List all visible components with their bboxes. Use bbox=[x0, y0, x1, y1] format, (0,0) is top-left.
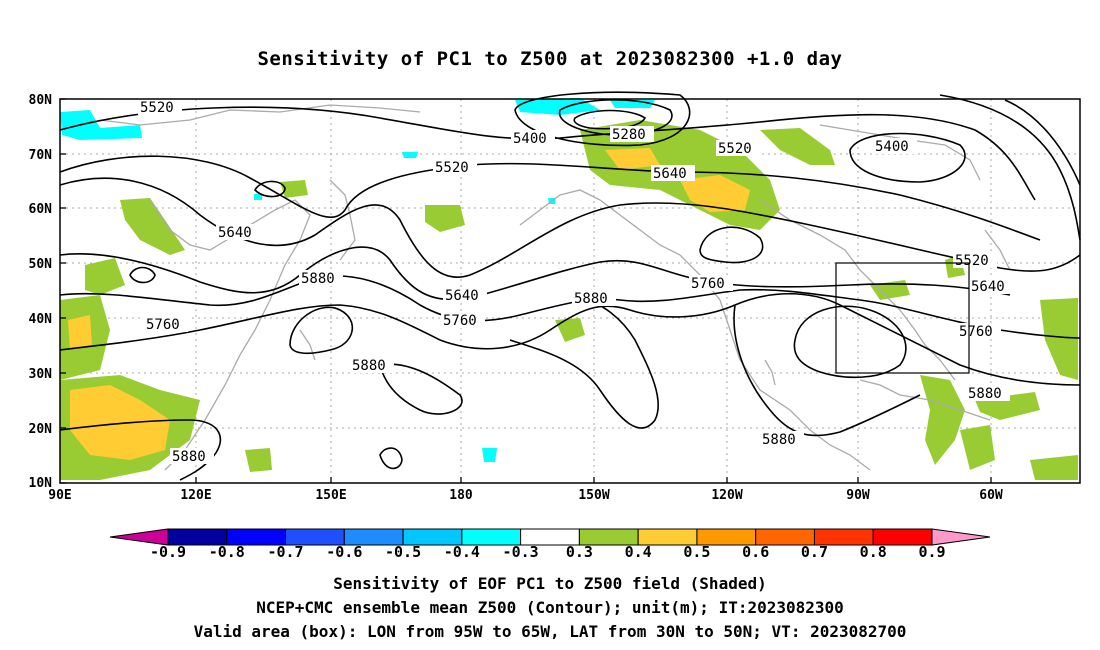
lat-label: 20N bbox=[29, 422, 53, 437]
contour-label: 5520 bbox=[435, 160, 469, 176]
contour-label: 5280 bbox=[612, 127, 646, 143]
contour-label: 5520 bbox=[718, 141, 752, 157]
contour-label: 5520 bbox=[140, 100, 174, 116]
lon-label: 180 bbox=[449, 488, 473, 503]
contour-label: 5400 bbox=[875, 139, 909, 155]
contour-label: 5760 bbox=[691, 276, 725, 292]
colorbar-label: -0.7 bbox=[267, 543, 303, 561]
footer-line-3: Valid area (box): LON from 95W to 65W, L… bbox=[193, 622, 907, 641]
lat-label: 10N bbox=[29, 476, 53, 491]
colorbar-label: 0.8 bbox=[860, 543, 887, 561]
lat-labels: 80N 70N 60N 50N 40N 30N 20N 10N bbox=[29, 93, 53, 491]
contour-label: 5880 bbox=[301, 271, 335, 287]
lat-label: 30N bbox=[29, 367, 53, 382]
lat-label: 40N bbox=[29, 312, 53, 327]
footer-line-2: NCEP+CMC ensemble mean Z500 (Contour); u… bbox=[256, 598, 844, 617]
lon-labels: 90E 120E 150E 180 150W 120W 90W 60W bbox=[48, 488, 1003, 503]
lon-label: 90E bbox=[48, 488, 71, 503]
contour-label: 5520 bbox=[955, 253, 989, 269]
contour-label: 5880 bbox=[574, 291, 608, 307]
lon-label: 120W bbox=[711, 488, 742, 503]
map-frame bbox=[59, 98, 1081, 484]
lat-label: 50N bbox=[29, 257, 53, 272]
contour-label: 5760 bbox=[146, 317, 180, 333]
lat-label: 60N bbox=[29, 202, 53, 217]
contour-labels: 5520 5400 5280 5520 5400 5520 5640 5640 … bbox=[138, 99, 1013, 465]
lon-label: 150W bbox=[578, 488, 609, 503]
colorbar-label: 0.7 bbox=[801, 543, 828, 561]
colorbar-label: 0.5 bbox=[683, 543, 710, 561]
chart-title: Sensitivity of PC1 to Z500 at 2023082300… bbox=[257, 48, 843, 70]
lon-label: 90W bbox=[846, 488, 870, 503]
contour-label: 5400 bbox=[513, 131, 547, 147]
contour-label: 5640 bbox=[653, 166, 687, 182]
contour-label: 5760 bbox=[443, 313, 477, 329]
colorbar: -0.9 -0.8 -0.7 -0.6 -0.5 -0.4 -0.3 0.3 0.4 0.5 0.6… bbox=[109, 528, 991, 561]
contour-label: 5760 bbox=[959, 324, 993, 340]
colorbar-label: -0.9 bbox=[150, 543, 186, 561]
lat-label: 80N bbox=[29, 93, 53, 108]
colorbar-label: -0.5 bbox=[385, 543, 421, 561]
shading-moderate bbox=[68, 148, 750, 460]
colorbar-label: 0.6 bbox=[742, 543, 769, 561]
colorbar-label: 0.3 bbox=[566, 543, 593, 561]
contour-label: 5640 bbox=[445, 288, 479, 304]
lon-label: 150E bbox=[315, 488, 346, 503]
contour-label: 5640 bbox=[218, 225, 252, 241]
lon-label: 60W bbox=[979, 488, 1003, 503]
contour-label: 5880 bbox=[968, 386, 1002, 402]
valid-area-box bbox=[835, 262, 970, 374]
colorbar-label: -0.8 bbox=[209, 543, 245, 561]
colorbar-label: -0.4 bbox=[444, 543, 480, 561]
colorbar-max-arrow bbox=[931, 528, 991, 546]
contour-label: 5880 bbox=[762, 432, 796, 448]
lon-label: 120E bbox=[180, 488, 211, 503]
contour-label: 5880 bbox=[172, 449, 206, 465]
tick-marks bbox=[60, 98, 992, 484]
contour-label: 5880 bbox=[352, 358, 386, 374]
colorbar-label: -0.3 bbox=[503, 543, 539, 561]
colorbar-label: -0.6 bbox=[326, 543, 362, 561]
colorbar-label: 0.9 bbox=[918, 543, 945, 561]
lat-label: 70N bbox=[29, 148, 53, 163]
footer-line-1: Sensitivity of EOF PC1 to Z500 field (Sh… bbox=[333, 574, 767, 593]
colorbar-label: 0.4 bbox=[625, 543, 652, 561]
contour-label: 5640 bbox=[971, 279, 1005, 295]
map-background bbox=[60, 99, 1080, 483]
